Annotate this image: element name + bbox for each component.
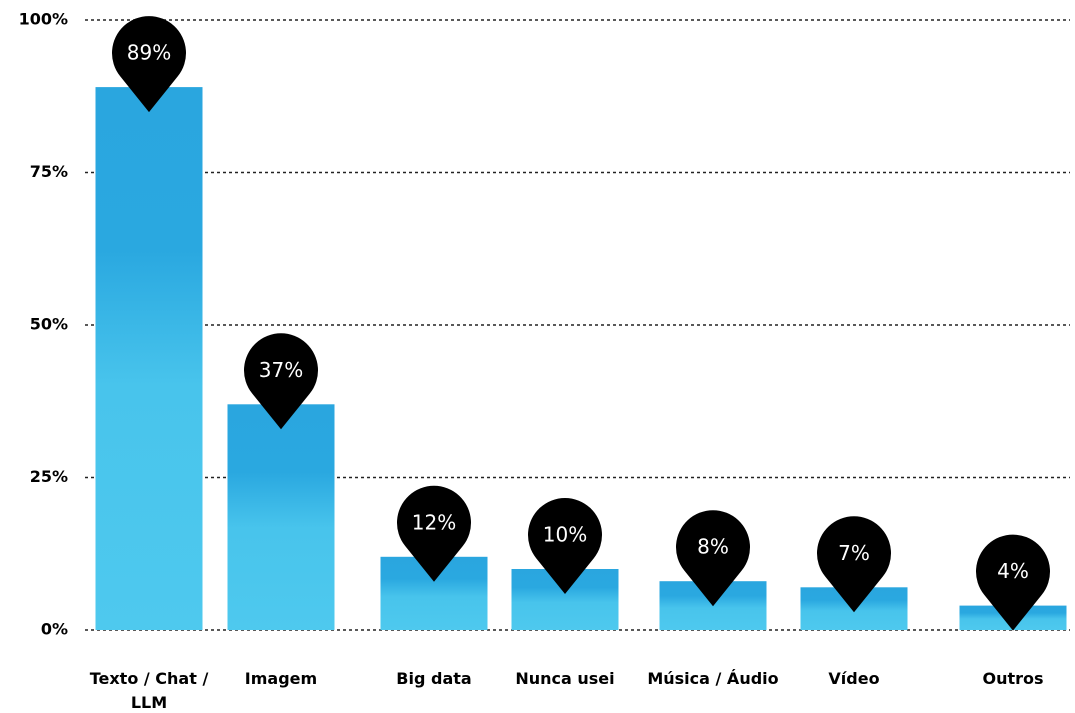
data-label: 37% <box>259 358 303 382</box>
data-label: 10% <box>543 523 587 547</box>
bar <box>95 87 203 631</box>
x-tick-label: Música / Áudio <box>647 669 779 688</box>
pin <box>244 333 319 430</box>
x-tick-label: Big data <box>396 669 472 688</box>
y-tick-label: 50% <box>30 315 68 334</box>
pin <box>112 16 187 113</box>
x-tick-label: Imagem <box>244 669 318 688</box>
y-tick-label: 25% <box>30 467 68 486</box>
data-label: 89% <box>127 41 171 65</box>
x-tick-label: Nunca usei <box>515 669 615 688</box>
x-tick-label: Texto / Chat / LLM <box>89 669 209 712</box>
data-label: 4% <box>997 559 1029 583</box>
data-label: 7% <box>838 541 870 565</box>
data-label: 8% <box>697 535 729 559</box>
y-tick-label: 75% <box>30 162 68 181</box>
pin <box>397 485 471 582</box>
pin <box>676 510 751 607</box>
data-label: 12% <box>412 510 456 534</box>
x-tick-label: Outros <box>982 669 1044 688</box>
y-tick-label: 0% <box>41 620 68 639</box>
x-tick-label: Vídeo <box>828 669 880 688</box>
pin <box>976 534 1051 631</box>
pin <box>816 516 892 613</box>
pin <box>528 498 602 594</box>
y-tick-label: 100% <box>19 10 68 29</box>
bar <box>227 404 335 630</box>
